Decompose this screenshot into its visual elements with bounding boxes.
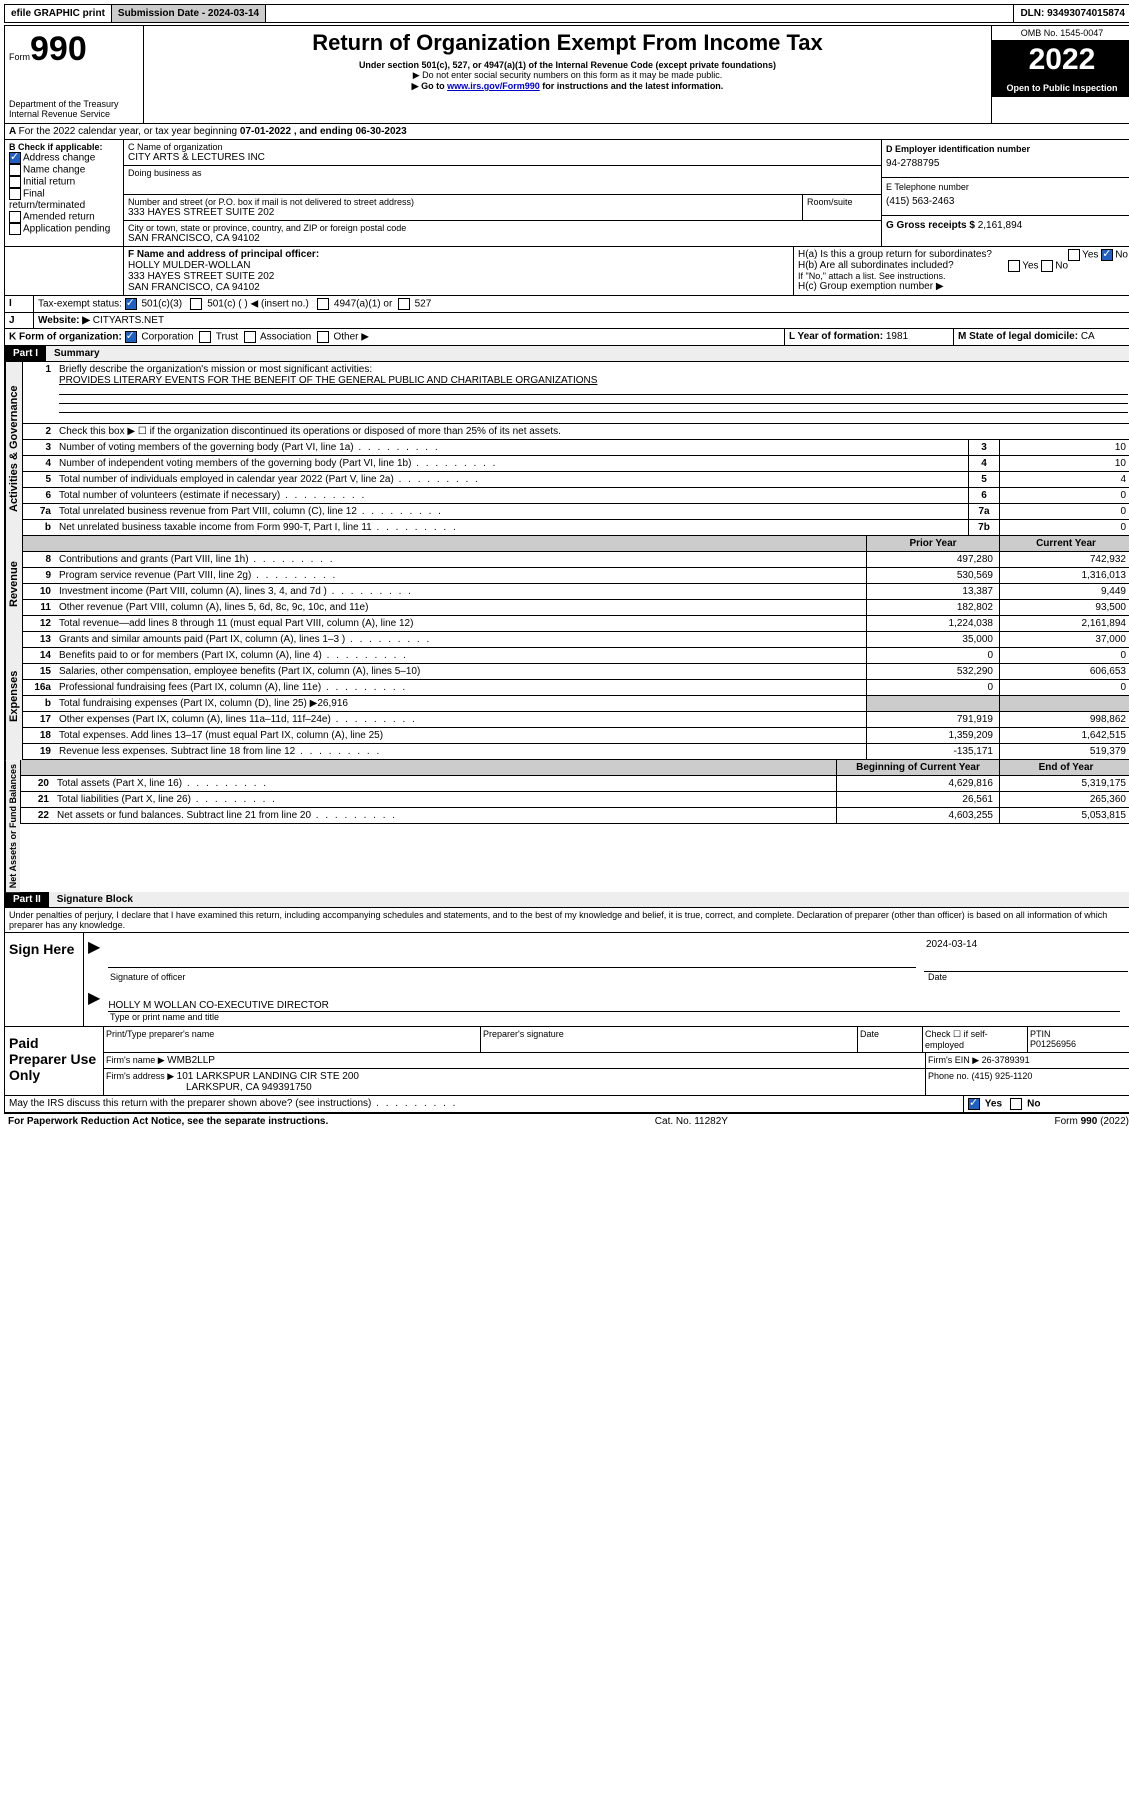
side-exp: Expenses [5,632,22,760]
gross-val: 2,161,894 [978,220,1023,231]
subdate-cell: Submission Date - 2024-03-14 [112,5,266,22]
cb-app-pending[interactable] [9,223,21,235]
cb-name-change[interactable] [9,164,21,176]
street-val: 333 HAYES STREET SUITE 202 [128,207,798,218]
cb-501c[interactable] [190,298,202,310]
part1-title: Summary [46,346,1129,361]
na-block: Net Assets or Fund Balances Beginning of… [4,760,1129,892]
cb-other[interactable] [317,331,329,343]
cb-final[interactable] [9,188,21,200]
part1-bar: Part I [5,346,46,361]
ptin-val: P01256956 [1030,1039,1076,1049]
form-header: Form990 Department of the Treasury Inter… [4,25,1129,124]
box-deg: D Employer identification number 94-2788… [882,140,1129,246]
subtitle-2: ▶ Do not enter social security numbers o… [148,70,987,81]
cb-discuss-yes[interactable] [968,1098,980,1110]
website-val: CITYARTS.NET [93,315,164,326]
subtitle-1: Under section 501(c), 527, or 4947(a)(1)… [359,60,776,70]
cb-amended[interactable] [9,211,21,223]
side-na: Net Assets or Fund Balances [5,760,20,892]
part2-bar: Part II [5,892,49,907]
pra-notice: For Paperwork Reduction Act Notice, see … [8,1116,328,1127]
firm-name: WMB2LLP [167,1055,215,1066]
klm-row: K Form of organization: Corporation Trus… [4,329,1129,346]
period-row: A For the 2022 calendar year, or tax yea… [4,124,1129,140]
tax-year: 2022 [992,41,1129,79]
omb: OMB No. 1545-0047 [992,26,1129,41]
cb-501c3[interactable] [125,298,137,310]
paid-preparer: Paid Preparer Use Only Print/Type prepar… [4,1027,1129,1096]
box-b: B Check if applicable: Address change Na… [5,140,124,246]
hdr-right: OMB No. 1545-0047 2022 Open to Public In… [991,26,1129,123]
dept-label: Department of the Treasury [9,99,139,109]
org-name: CITY ARTS & LECTURES INC [128,152,877,163]
irs-label: Internal Revenue Service [9,109,139,119]
cb-trust[interactable] [199,331,211,343]
side-ag: Activities & Governance [5,362,22,536]
org-name-label: C Name of organization [128,142,877,152]
topbar-spacer [266,5,1014,22]
sign-here: Sign Here ▶ 2024-03-14 Signature of offi… [4,933,1129,1027]
side-rev: Revenue [5,536,22,632]
box-h: H(a) Is this a group return for subordin… [794,247,1129,295]
box-c: C Name of organization CITY ARTS & LECTU… [124,140,882,246]
cb-4947[interactable] [317,298,329,310]
efile-cell: efile GRAPHIC print [5,5,112,22]
gross-label: G Gross receipts $ [886,220,978,231]
cb-assoc[interactable] [244,331,256,343]
form-ref: Form 990 (2022) [1055,1116,1129,1127]
footer: For Paperwork Reduction Act Notice, see … [4,1113,1129,1129]
part1-hdr: Part I Summary [4,346,1129,362]
ein-label: D Employer identification number [886,144,1030,154]
rev-block: Revenue Prior YearCurrent Year 8Contribu… [4,536,1129,632]
sign-date: 2024-03-14 [924,937,1128,972]
fh-spacer [5,247,124,295]
i-row: I Tax-exempt status: 501(c)(3) 501(c) ( … [4,296,1129,313]
ein-val: 94-2788795 [886,154,1128,173]
room-label: Room/suite [803,195,881,220]
cb-527[interactable] [398,298,410,310]
topbar: efile GRAPHIC print Submission Date - 20… [4,4,1129,23]
phone-label: E Telephone number [886,182,1128,192]
penalties-text: Under penalties of perjury, I declare th… [4,908,1129,933]
form-number: 990 [30,30,87,68]
cb-initial[interactable] [9,176,21,188]
part2-title: Signature Block [49,892,1129,907]
summary-block: Activities & Governance 1 Briefly descri… [4,362,1129,536]
page-title: Return of Organization Exempt From Incom… [148,30,987,56]
discuss-row: May the IRS discuss this return with the… [4,1096,1129,1113]
sign-here-label: Sign Here [5,933,84,1026]
city-val: SAN FRANCISCO, CA 94102 [128,233,877,244]
cb-addr-change[interactable] [9,152,21,164]
firm-ein: 26-3789391 [982,1055,1030,1065]
hdr-center: Return of Organization Exempt From Incom… [144,26,991,123]
firm-phone: (415) 925-1120 [972,1071,1033,1081]
phone-val: (415) 563-2463 [886,192,1128,211]
hdr-left: Form990 Department of the Treasury Inter… [5,26,144,123]
fh-row: F Name and address of principal officer:… [4,247,1129,296]
exp-block: Expenses 13Grants and similar amounts pa… [4,632,1129,760]
dba-label: Doing business as [128,168,877,178]
part2-hdr: Part II Signature Block [4,892,1129,908]
paid-label: Paid Preparer Use Only [5,1027,104,1095]
j-row: J Website: ▶ CITYARTS.NET [4,313,1129,329]
street-label: Number and street (or P.O. box if mail i… [128,197,798,207]
subtitle-3: ▶ Go to www.irs.gov/Form990 for instruct… [148,81,987,92]
box-f: F Name and address of principal officer:… [124,247,794,295]
open-to-public: Open to Public Inspection [992,79,1129,97]
city-label: City or town, state or province, country… [128,223,877,233]
irs-link[interactable]: www.irs.gov/Form990 [447,81,540,91]
info-row: B Check if applicable: Address change Na… [4,140,1129,247]
dln-cell: DLN: 93493074015874 [1014,5,1129,22]
officer-name: HOLLY M WOLLAN CO-EXECUTIVE DIRECTOR [108,988,1120,1012]
cb-corp[interactable] [125,331,137,343]
firm-addr: 101 LARKSPUR LANDING CIR STE 200 [177,1071,359,1082]
mission-text: PROVIDES LITERARY EVENTS FOR THE BENEFIT… [59,375,597,386]
cb-discuss-no[interactable] [1010,1098,1022,1110]
cat-no: Cat. No. 11282Y [655,1116,728,1127]
